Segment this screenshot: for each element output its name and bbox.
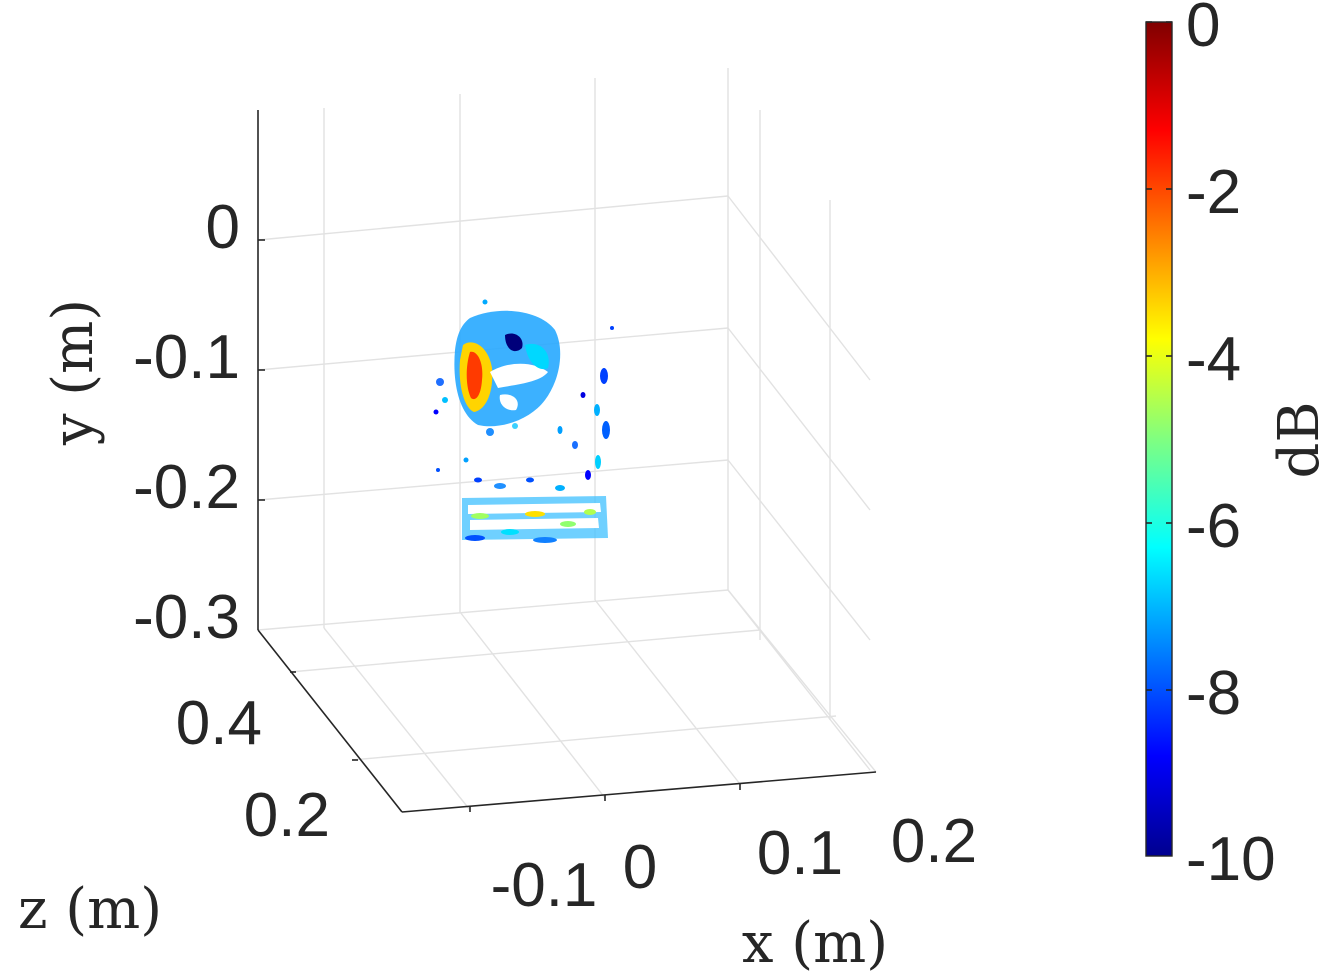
x-tick-label: -0.1 xyxy=(491,851,598,920)
x-tick-label: 0.1 xyxy=(757,819,843,888)
colorbar-tick-label: -2 xyxy=(1186,158,1241,227)
colorbar-gradient xyxy=(1145,21,1173,857)
y-axis-label: y (m) xyxy=(41,299,106,446)
y-tick-labels: 0 -0.1 -0.2 -0.3 xyxy=(133,193,240,652)
colorbar-ticks xyxy=(1146,21,1172,691)
y-tick-label: 0 xyxy=(206,193,240,262)
colorbar-label: dB xyxy=(1267,402,1332,479)
y-tick-label: -0.2 xyxy=(133,453,240,522)
colorbar-tick-label: -4 xyxy=(1186,325,1241,394)
y-tick-label: -0.3 xyxy=(133,583,240,652)
x-tick-label: 0.2 xyxy=(891,807,977,876)
z-tick-label: 0.4 xyxy=(176,689,262,758)
volume-data xyxy=(433,299,614,543)
colorbar-tick-label: 0 xyxy=(1186,0,1220,60)
colorbar-tick-label: -10 xyxy=(1186,825,1276,894)
grid-lines xyxy=(257,68,877,811)
x-tick-label: 0 xyxy=(623,833,657,902)
z-tick-label: 0.2 xyxy=(244,781,330,850)
colorbar-tick-label: -6 xyxy=(1186,492,1241,561)
z-axis-label: z (m) xyxy=(18,877,162,942)
y-tick-label: -0.1 xyxy=(133,323,240,392)
colorbar: 0 -2 -4 -6 -8 -10 dB xyxy=(1145,0,1332,894)
x-axis-label: x (m) xyxy=(742,911,888,971)
z-tick-labels: 0.4 0.2 xyxy=(176,689,330,850)
axes xyxy=(257,110,877,813)
x-tick-labels: -0.1 0 0.1 0.2 xyxy=(491,807,978,920)
colorbar-tick-label: -8 xyxy=(1186,659,1241,728)
